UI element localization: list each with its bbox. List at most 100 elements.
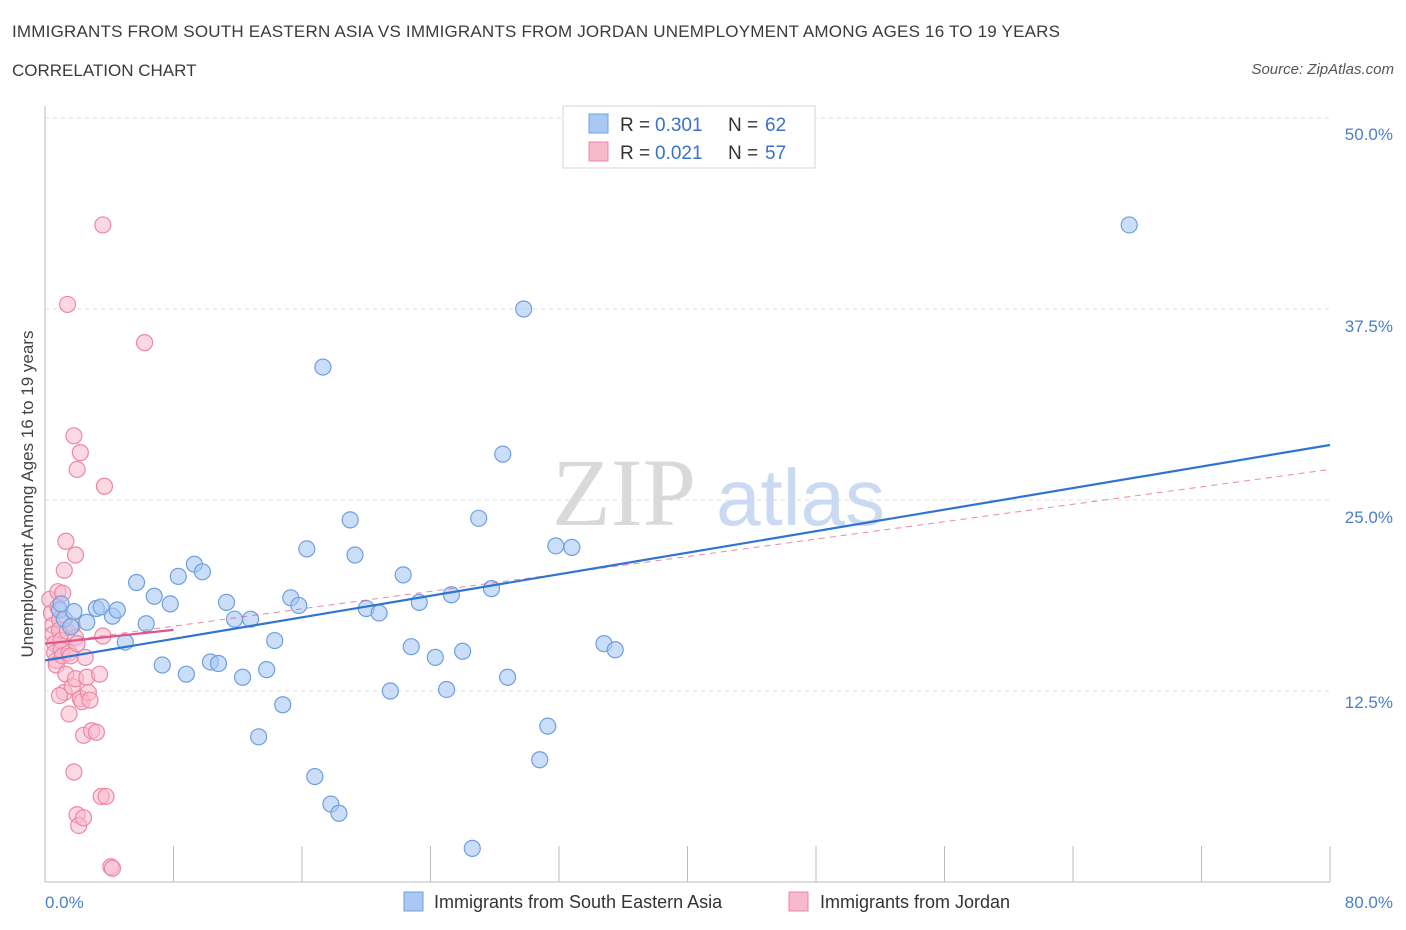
- sea-point-53: [515, 300, 533, 318]
- grid-lines: [45, 117, 1330, 692]
- legend-r-label-blue: R =: [620, 115, 650, 136]
- sea-point-61: [65, 602, 83, 621]
- correlation-legend: R = 0.301 N = 62 R = 0.021 N = 57: [562, 105, 816, 169]
- sea-point-25: [250, 728, 268, 746]
- sea-point-26: [258, 661, 276, 679]
- y-tick-label-25: 25.0%: [1345, 508, 1393, 527]
- sea-point-32: [306, 767, 324, 786]
- watermark-zip: ZIP: [552, 439, 696, 546]
- jordan-point-55: [50, 686, 69, 705]
- jordan-point-26: [65, 427, 83, 445]
- sea-point-47: [454, 642, 472, 660]
- x-tick-label-min: 0.0%: [45, 893, 84, 912]
- south-eastern-asia-points: [50, 216, 1138, 857]
- sea-point-16: [177, 665, 195, 683]
- sea-point-40: [381, 682, 399, 700]
- jordan-point-43: [81, 691, 99, 709]
- jordan-point-39: [74, 809, 93, 827]
- sea-point-8: [108, 601, 126, 619]
- jordan-point-19: [58, 295, 77, 314]
- legend-swatch-blue: [588, 113, 609, 134]
- jordan-point-45: [87, 723, 106, 741]
- legend-swatch-pink: [588, 141, 609, 162]
- sea-point-41: [394, 566, 412, 584]
- jordan-point-22: [60, 705, 78, 723]
- sea-point-57: [563, 538, 581, 556]
- jordan-point-31: [68, 460, 86, 479]
- legend-n-value-blue: 62: [765, 115, 786, 136]
- jordan-trend-extended: [44, 468, 1331, 645]
- y-axis-tick-labels: 12.5% 25.0% 37.5% 50.0%: [1345, 125, 1393, 712]
- watermark-atlas: atlas: [716, 453, 885, 542]
- sea-point-3: [62, 618, 80, 636]
- series-legend: Immigrants from South Eastern Asia Immig…: [403, 891, 1010, 912]
- sea-point-55: [539, 717, 557, 735]
- sea-point-48: [463, 839, 481, 857]
- sea-point-12: [145, 587, 163, 605]
- jordan-point-27: [65, 763, 83, 781]
- sea-point-28: [274, 696, 292, 714]
- source-label: Source: ZipAtlas.com: [1251, 61, 1394, 78]
- sea-point-10: [127, 573, 146, 592]
- sea-point-39: [370, 604, 388, 622]
- jordan-point-28: [66, 546, 85, 564]
- sea-point-56: [547, 537, 565, 555]
- jordan-point-53: [103, 859, 122, 877]
- sea-point-59: [606, 641, 624, 659]
- sea-trend-line: [44, 443, 1331, 662]
- trend-lines: [44, 443, 1331, 662]
- sea-point-42: [402, 638, 420, 656]
- chart-title: IMMIGRANTS FROM SOUTH EASTERN ASIA VS IM…: [12, 22, 1061, 41]
- sea-point-13: [153, 656, 171, 674]
- legend-n-label-pink: N =: [728, 143, 758, 164]
- y-tick-label-50: 50.0%: [1345, 125, 1393, 144]
- sea-point-46: [442, 586, 460, 604]
- sea-point-31: [298, 540, 316, 558]
- sea-point-49: [470, 509, 488, 527]
- sea-point-20: [209, 654, 228, 673]
- chart-subtitle: CORRELATION CHART: [12, 61, 197, 80]
- legend-n-value-pink: 57: [765, 143, 786, 164]
- series-legend-swatch-pink: [788, 891, 809, 912]
- sea-point-44: [426, 648, 444, 666]
- sea-point-11: [137, 615, 155, 633]
- legend-r-label-pink: R =: [620, 143, 650, 164]
- jordan-point-51: [94, 216, 112, 234]
- sea-point-23: [233, 668, 252, 686]
- sea-point-36: [341, 511, 359, 529]
- sea-point-6: [92, 598, 110, 616]
- jordan-point-46: [91, 665, 109, 683]
- jordan-point-50: [97, 787, 115, 806]
- sea-point-45: [437, 680, 456, 699]
- sea-point-35: [330, 804, 348, 822]
- sea-point-33: [314, 358, 332, 376]
- series-legend-label-pink: Immigrants from Jordan: [820, 892, 1010, 912]
- jordan-point-49: [95, 477, 114, 495]
- sea-point-60: [1120, 216, 1138, 234]
- x-axis-ticks: [173, 846, 1331, 882]
- legend-r-value-pink: 0.021: [655, 143, 703, 164]
- sea-point-21: [217, 593, 236, 611]
- sea-point-4: [78, 613, 96, 631]
- jordan-point-35: [71, 444, 89, 462]
- y-tick-label-12-5: 12.5%: [1345, 693, 1393, 712]
- sea-point-30: [290, 596, 308, 615]
- watermark: ZIP atlas: [552, 439, 885, 546]
- sea-point-27: [266, 631, 284, 650]
- sea-point-15: [169, 567, 187, 586]
- jordan-points: [41, 216, 154, 877]
- sea-point-51: [494, 445, 512, 463]
- sea-point-52: [499, 668, 517, 686]
- series-legend-label-blue: Immigrants from South Eastern Asia: [434, 892, 723, 912]
- sea-point-18: [193, 563, 212, 581]
- legend-n-label-blue: N =: [728, 115, 758, 136]
- jordan-point-17: [57, 532, 75, 550]
- y-axis-label: Unemployment Among Ages 16 to 19 years: [18, 331, 37, 658]
- jordan-point-15: [55, 561, 73, 579]
- x-tick-label-max: 80.0%: [1345, 893, 1393, 912]
- legend-r-value-blue: 0.301: [655, 115, 703, 136]
- y-tick-label-37-5: 37.5%: [1345, 317, 1393, 336]
- sea-point-14: [161, 595, 179, 613]
- series-legend-swatch-blue: [403, 891, 424, 912]
